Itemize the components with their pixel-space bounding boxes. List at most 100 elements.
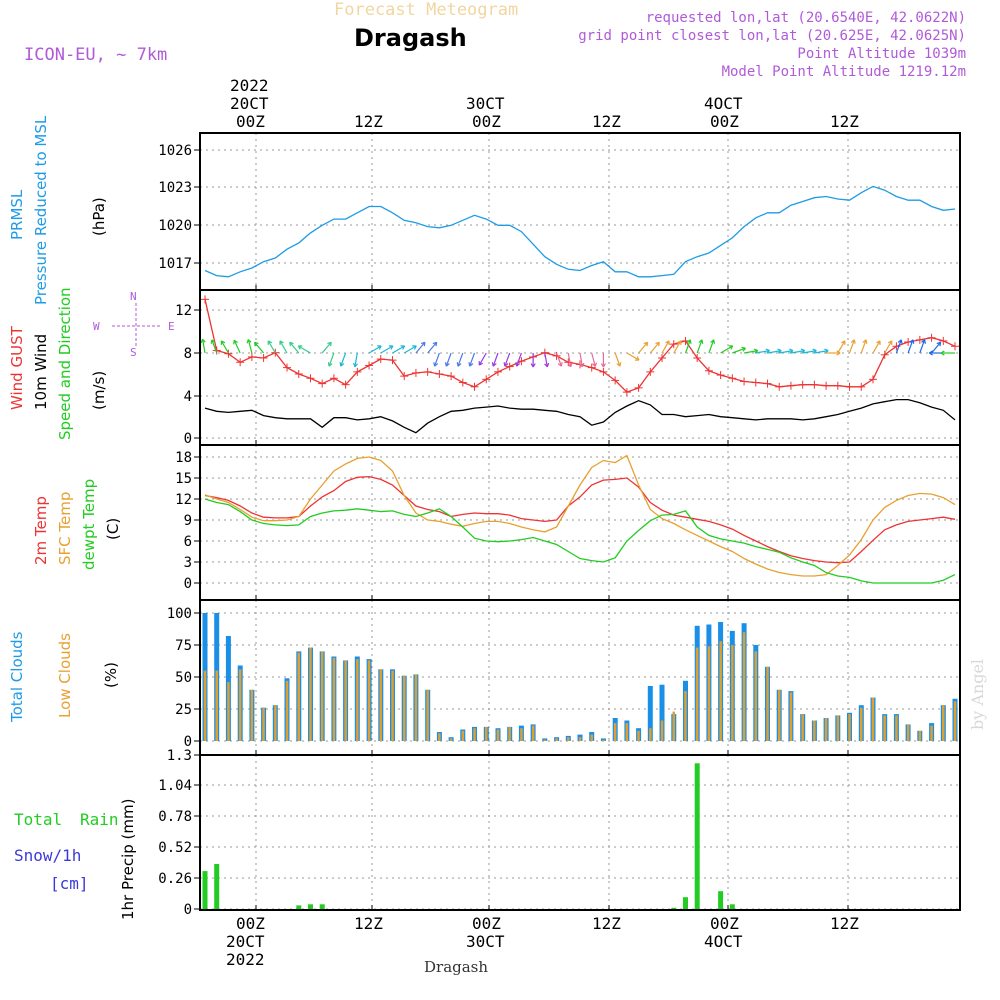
wind-arrow-shaft xyxy=(872,340,881,354)
data-bar xyxy=(531,725,535,741)
gust-marker xyxy=(365,361,374,370)
bottom-hour-label: 00Z xyxy=(472,914,501,933)
data-bar xyxy=(953,701,957,741)
wind-arrow-head xyxy=(246,339,249,344)
y-tick-label: 50 xyxy=(175,670,192,686)
top-year-label: 2022 xyxy=(230,76,269,95)
wind-arrow-shaft xyxy=(732,347,746,354)
wind-arrow-head xyxy=(289,342,291,347)
gust-marker xyxy=(857,382,866,391)
wind-arrow xyxy=(872,340,881,354)
y-tick-label: 12 xyxy=(175,492,192,508)
gust-marker xyxy=(423,367,432,376)
data-bar xyxy=(801,714,804,741)
wind-arrow-head xyxy=(710,339,715,343)
wind-arrow-shaft xyxy=(567,352,572,367)
gust-marker xyxy=(728,374,737,383)
wind-arrow-head xyxy=(581,362,585,368)
data-bar xyxy=(520,728,523,741)
point-altitude: Point Altitude 1039m xyxy=(797,46,966,62)
gust-marker xyxy=(224,349,233,358)
wind-arrow-shaft xyxy=(767,350,782,354)
gust-marker xyxy=(915,335,924,344)
y-tick-label: 6 xyxy=(184,534,192,550)
wind-arrow-shaft xyxy=(516,352,522,367)
wind-arrow-shaft xyxy=(211,339,218,354)
data-bar xyxy=(543,739,547,741)
wind-arrow xyxy=(200,338,206,354)
gust-marker xyxy=(751,378,760,387)
wind-arrow xyxy=(931,341,942,354)
wind-arrow-shaft xyxy=(368,345,382,354)
gust-marker xyxy=(470,382,479,391)
gust-marker xyxy=(868,375,877,384)
data-bar xyxy=(729,904,735,909)
wind-arrow xyxy=(491,352,499,367)
wind-arrow-shaft xyxy=(434,352,440,367)
y-tick-label: 0 xyxy=(184,734,192,750)
data-bar xyxy=(860,707,863,741)
data-bar xyxy=(719,641,722,741)
data-bar xyxy=(578,737,582,741)
wind-arrow-head xyxy=(887,340,892,344)
data-bar xyxy=(320,651,324,741)
wind-arrow-shaft xyxy=(445,352,452,367)
gust-marker xyxy=(634,383,643,392)
top-date-label: 4OCT xyxy=(704,94,743,113)
data-bar xyxy=(718,891,724,909)
gust-marker xyxy=(388,356,397,365)
wind-arrow-shaft xyxy=(298,345,311,354)
wind-arrow xyxy=(297,345,311,354)
wind-arrow xyxy=(919,339,926,354)
data-bar xyxy=(203,670,207,741)
data-bar xyxy=(461,730,465,741)
compass-icon xyxy=(112,303,162,346)
data-bar xyxy=(766,666,769,741)
gust-marker xyxy=(646,367,655,376)
wind-arrow-shaft xyxy=(860,339,867,354)
bottom-hour-label: 12Z xyxy=(592,914,621,933)
wind-arrow xyxy=(895,339,903,354)
wind-arrow-head xyxy=(594,362,597,367)
wind-arrow xyxy=(579,352,585,368)
wind-arrow xyxy=(403,345,417,354)
data-bar xyxy=(485,726,488,741)
wind-arrow xyxy=(638,341,649,354)
gust-marker xyxy=(458,378,467,387)
data-bar xyxy=(895,715,898,741)
wind-arrow xyxy=(352,352,358,368)
gust-marker xyxy=(493,367,502,376)
wind-arrow xyxy=(478,352,487,366)
wind-arrow-head xyxy=(800,348,805,352)
data-bar xyxy=(754,651,757,741)
wind-arrow-shaft xyxy=(931,341,942,354)
wind-arrow-head xyxy=(643,341,648,345)
wind-arrow xyxy=(468,352,476,367)
wind-arrow xyxy=(626,352,640,361)
wind-arrow-shaft xyxy=(504,352,511,367)
gust-marker xyxy=(564,358,573,367)
top-hour-label: 12Z xyxy=(830,112,859,131)
snow-label: Snow/1h xyxy=(14,846,82,865)
gust-marker xyxy=(611,376,620,385)
data-bar xyxy=(625,723,629,741)
wind-arrow-shaft xyxy=(848,339,855,354)
wind-arrow-shaft xyxy=(907,339,914,354)
wind-arrow-head xyxy=(936,341,941,345)
wind-arrow-head xyxy=(479,362,483,366)
wind-arrow xyxy=(673,340,682,354)
wind-arrow xyxy=(649,341,660,354)
wind-arrow-head xyxy=(636,356,640,361)
wind-arrow-shaft xyxy=(684,339,691,354)
y-tick-label: 3 xyxy=(184,555,192,571)
wind-arrow-head xyxy=(619,362,622,367)
wind-arrow-head xyxy=(200,338,204,344)
wind-arrow-shaft xyxy=(202,339,206,354)
gust-marker xyxy=(669,340,678,349)
wind-arrow-head xyxy=(432,341,437,345)
wind-arrow-head xyxy=(233,339,238,344)
wind-arrow-shaft xyxy=(328,352,335,367)
series-line xyxy=(204,498,956,584)
compass-s: S xyxy=(130,346,137,359)
series-line xyxy=(204,454,956,577)
